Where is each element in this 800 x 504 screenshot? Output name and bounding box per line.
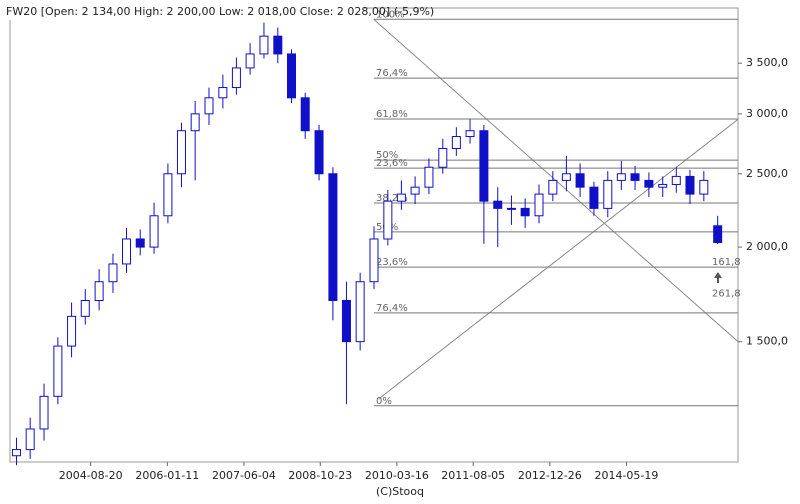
candle-body [149, 215, 159, 248]
candle-body [479, 130, 489, 202]
candle-body [94, 281, 104, 302]
candle-body [25, 428, 35, 451]
candle-body [67, 315, 77, 347]
title-bg [4, 4, 364, 20]
fib-label: 50% [376, 150, 398, 161]
candle-body [603, 179, 613, 209]
candle-body [534, 193, 544, 217]
candle-body [685, 175, 695, 195]
fib-label: 0% [376, 396, 392, 407]
projection-label: 261,8 [712, 289, 741, 300]
candle-body [630, 173, 640, 181]
candle-body [39, 395, 49, 430]
footer: (C)Stooq [376, 485, 424, 498]
candle-body [190, 113, 200, 132]
candle-body [287, 53, 297, 99]
candle-body [396, 193, 406, 202]
trendline [378, 118, 739, 400]
chart-title: FW20 [Open: 2 134,00 High: 2 200,00 Low:… [6, 5, 434, 18]
candle-body [451, 136, 461, 149]
y-tick-label: 1 500,0 [746, 335, 788, 348]
projection-label: 161,8 [712, 257, 741, 268]
candle-body [410, 186, 420, 195]
candle-body [561, 173, 571, 181]
candle-body [369, 238, 379, 283]
candle-body [506, 207, 516, 210]
candle-body [493, 200, 503, 209]
fib-label: 61,8% [376, 109, 408, 120]
candle-body [616, 173, 626, 181]
arrow [714, 272, 722, 283]
candle-body [245, 53, 255, 69]
x-tick-label: 2008-10-23 [288, 469, 352, 482]
candle-body [11, 449, 21, 457]
candle-body [465, 130, 475, 138]
fib-label: 38,2% [376, 193, 408, 204]
candle-body [520, 207, 530, 217]
candle-body [424, 166, 434, 188]
candle-body [231, 67, 241, 89]
x-tick-label: 2014-05-19 [594, 469, 658, 482]
candle-body [383, 200, 393, 240]
x-tick-label: 2007-06-04 [212, 469, 276, 482]
candle-body [589, 186, 599, 209]
candle-body [204, 97, 214, 115]
candle-body [644, 179, 654, 188]
candle-body [699, 179, 709, 195]
candle-body [273, 35, 283, 55]
y-tick-label: 3 500,0 [746, 56, 788, 69]
candle-body [355, 281, 365, 343]
candle-body [341, 300, 351, 343]
x-tick-label: 2012-12-26 [518, 469, 582, 482]
candle-body [713, 225, 723, 244]
candle-body [314, 130, 324, 175]
candle-body [163, 173, 173, 217]
candle-body [176, 130, 186, 175]
candle-body [438, 147, 448, 168]
x-tick-label: 2006-01-11 [135, 469, 199, 482]
y-tick-label: 2 500,0 [746, 167, 788, 180]
candle-body [658, 183, 668, 188]
fib-label: 100% [376, 9, 405, 20]
candle-body [108, 263, 118, 283]
y-tick-label: 3 000,0 [746, 107, 788, 120]
x-tick-label: 2011-08-05 [441, 469, 505, 482]
fib-label: 23,6% [376, 257, 408, 268]
fib-label: 23,6% [376, 158, 408, 169]
candle-body [300, 97, 310, 132]
candle-body [53, 345, 63, 397]
fib-label: 76,4% [376, 303, 408, 314]
candle-body [328, 173, 338, 302]
candle-body [218, 87, 228, 99]
x-tick-label: 2004-08-20 [59, 469, 123, 482]
plot-frame [9, 7, 739, 463]
candle-body [80, 300, 90, 317]
candle-body [671, 175, 681, 185]
candle-body [548, 179, 558, 195]
candle-body [122, 238, 132, 265]
fib-label: 76,4% [376, 68, 408, 79]
x-tick-label: 2010-03-16 [365, 469, 429, 482]
y-tick-label: 2 000,0 [746, 240, 788, 253]
candle-body [135, 238, 145, 248]
candle-body [259, 35, 269, 55]
candle-body [575, 173, 585, 188]
